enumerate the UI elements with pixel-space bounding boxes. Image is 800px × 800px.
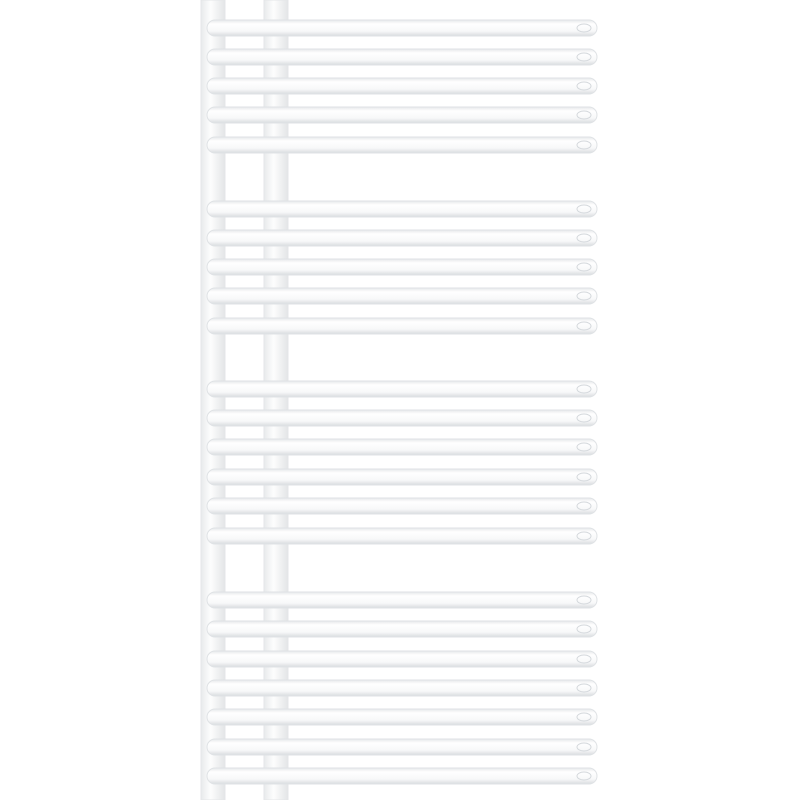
towel-bar (206, 287, 598, 305)
bar-end-cap (576, 140, 592, 150)
towel-bar (206, 48, 598, 66)
towel-bar (206, 767, 598, 785)
bar-end-cap (576, 52, 592, 62)
towel-bar (206, 258, 598, 276)
towel-bar (206, 136, 598, 154)
towel-bar (206, 317, 598, 335)
towel-bar (206, 591, 598, 609)
bar-end-cap (576, 654, 592, 664)
bar-end-cap (576, 110, 592, 120)
bar-end-cap (576, 384, 592, 394)
bar-end-cap (576, 413, 592, 423)
bar-end-cap (576, 501, 592, 511)
towel-bar (206, 380, 598, 398)
bar-end-cap (576, 595, 592, 605)
towel-bar (206, 708, 598, 726)
bar-end-cap (576, 712, 592, 722)
towel-bar (206, 650, 598, 668)
towel-bar (206, 679, 598, 697)
bar-end-cap (576, 204, 592, 214)
towel-bar (206, 620, 598, 638)
towel-bar (206, 438, 598, 456)
bar-end-cap (576, 23, 592, 33)
towel-bar (206, 738, 598, 756)
towel-bar (206, 77, 598, 95)
bar-end-cap (576, 742, 592, 752)
bar-end-cap (576, 233, 592, 243)
bar-end-cap (576, 81, 592, 91)
towel-bar (206, 468, 598, 486)
towel-bar (206, 229, 598, 247)
bar-end-cap (576, 442, 592, 452)
towel-bar (206, 19, 598, 37)
bar-end-cap (576, 291, 592, 301)
towel-bar (206, 200, 598, 218)
towel-bar (206, 527, 598, 545)
bar-end-cap (576, 321, 592, 331)
bar-end-cap (576, 683, 592, 693)
bar-end-cap (576, 624, 592, 634)
bar-end-cap (576, 472, 592, 482)
towel-bar (206, 106, 598, 124)
bar-end-cap (576, 262, 592, 272)
bar-end-cap (576, 771, 592, 781)
bar-end-cap (576, 531, 592, 541)
bar-group (206, 19, 598, 785)
towel-bar (206, 409, 598, 427)
towel-bar (206, 497, 598, 515)
